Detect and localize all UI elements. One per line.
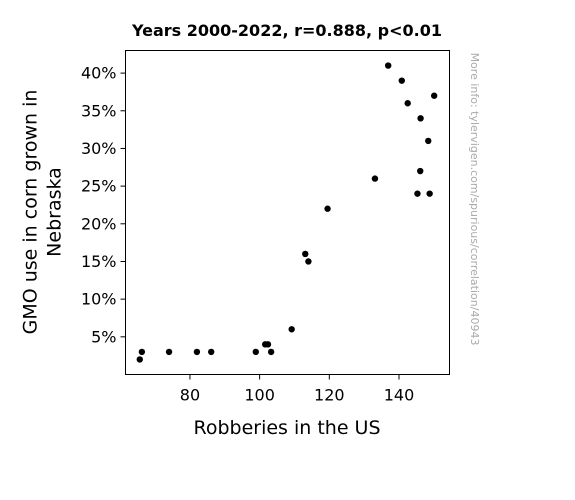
data-point — [302, 250, 309, 258]
data-point — [193, 348, 201, 356]
x-axis: 80 100 120 140 — [180, 374, 415, 405]
data-point — [426, 190, 433, 197]
data-point — [398, 77, 405, 84]
y-tick-label: 20% — [81, 214, 117, 233]
data-point — [252, 348, 259, 356]
x-tick-label: 100 — [244, 386, 275, 405]
y-tick-label: 25% — [81, 177, 117, 196]
data-points — [136, 62, 438, 363]
y-tick-label: 40% — [81, 64, 117, 83]
data-point — [384, 62, 392, 69]
data-point — [264, 341, 272, 348]
data-point — [288, 326, 295, 333]
y-tick-label: 10% — [81, 290, 117, 309]
data-point — [417, 167, 424, 175]
x-axis-label: Robberies in the US — [193, 417, 380, 439]
y-tick-label: 30% — [81, 139, 117, 158]
y-tick-label: 5% — [91, 327, 116, 346]
x-tick-label: 140 — [384, 386, 415, 405]
data-point — [136, 356, 143, 363]
y-axis-label: GMO use in corn grown in Nebraska — [20, 90, 66, 335]
data-point — [324, 205, 331, 212]
plot-frame — [125, 50, 450, 375]
data-point — [138, 348, 146, 356]
y-tick-label: 35% — [81, 101, 117, 120]
chart-title: Years 2000-2022, r=0.888, p<0.01 — [131, 21, 442, 40]
x-tick-label: 120 — [314, 386, 345, 405]
y-tick-label: 15% — [81, 252, 117, 271]
data-point — [165, 348, 173, 356]
data-point — [414, 190, 421, 197]
x-tick-label: 80 — [180, 386, 200, 405]
y-axis: 5% 10% 15% 20% 25% 30% 35% 40% — [81, 64, 126, 346]
data-point — [404, 100, 411, 107]
data-point — [425, 137, 432, 145]
data-point — [267, 348, 275, 356]
watermark-text: More info: tylervigen.com/spurious/corre… — [468, 53, 481, 346]
data-point — [208, 348, 215, 356]
data-point — [430, 92, 438, 99]
data-point — [417, 115, 424, 122]
data-point — [305, 258, 312, 265]
data-point — [371, 175, 379, 182]
